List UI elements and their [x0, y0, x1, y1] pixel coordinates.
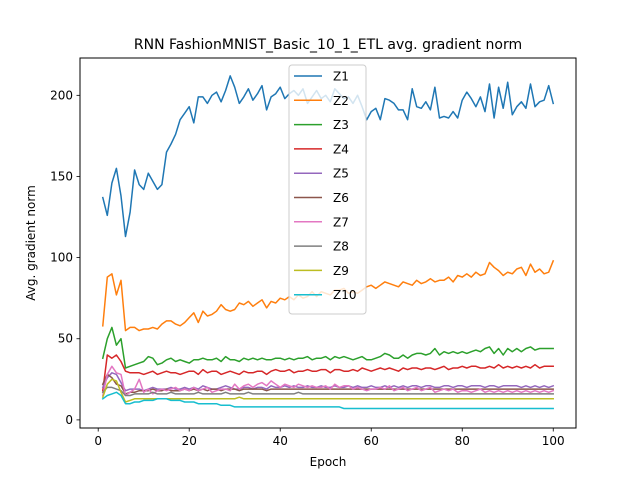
series-line-z3: [101, 326, 554, 369]
y-axis-label: Avg. gradient norm: [24, 185, 38, 301]
x-tick-label: 40: [273, 434, 288, 448]
legend: Z1 Z2 Z3 Z4 Z5 Z6 Z7 Z8 Z9 Z10: [288, 64, 367, 315]
legend-label-z6: Z6: [333, 191, 349, 205]
x-tick-label: 60: [364, 434, 379, 448]
x-axis-label: Epoch: [310, 455, 347, 469]
y-tick-label: 50: [58, 332, 73, 346]
series-line-z10: [101, 391, 554, 410]
legend-box: [288, 64, 367, 315]
legend-label-z5: Z5: [333, 167, 349, 181]
y-axis: 0 50 100 150 200: [50, 88, 80, 427]
series-line-z6: [101, 373, 554, 395]
x-tick-label: 80: [455, 434, 470, 448]
legend-label-z1: Z1: [333, 70, 349, 84]
series-line-z7: [101, 365, 555, 397]
series-line-z8: [101, 386, 554, 397]
legend-label-z3: Z3: [333, 118, 349, 132]
y-tick-label: 200: [50, 88, 73, 102]
chart-title: RNN FashionMNIST_Basic_10_1_ETL avg. gra…: [134, 37, 522, 53]
legend-label-z9: Z9: [333, 264, 349, 278]
y-tick-label: 100: [50, 251, 73, 265]
x-tick-label: 100: [542, 434, 565, 448]
series-line-z9: [101, 378, 554, 403]
y-tick-label: 0: [65, 413, 73, 427]
x-tick-label: 20: [182, 434, 197, 448]
legend-label-z2: Z2: [333, 94, 349, 108]
legend-label-z7: Z7: [333, 215, 349, 229]
legend-label-z4: Z4: [333, 142, 349, 156]
legend-label-z8: Z8: [333, 240, 349, 254]
x-axis: 0 20 40 60 80 100: [94, 428, 565, 448]
x-tick-label: 0: [94, 434, 102, 448]
y-tick-label: 150: [50, 169, 73, 183]
series-line-z4: [101, 354, 554, 392]
legend-label-z10: Z10: [333, 288, 357, 302]
axes-frame: [79, 57, 577, 429]
